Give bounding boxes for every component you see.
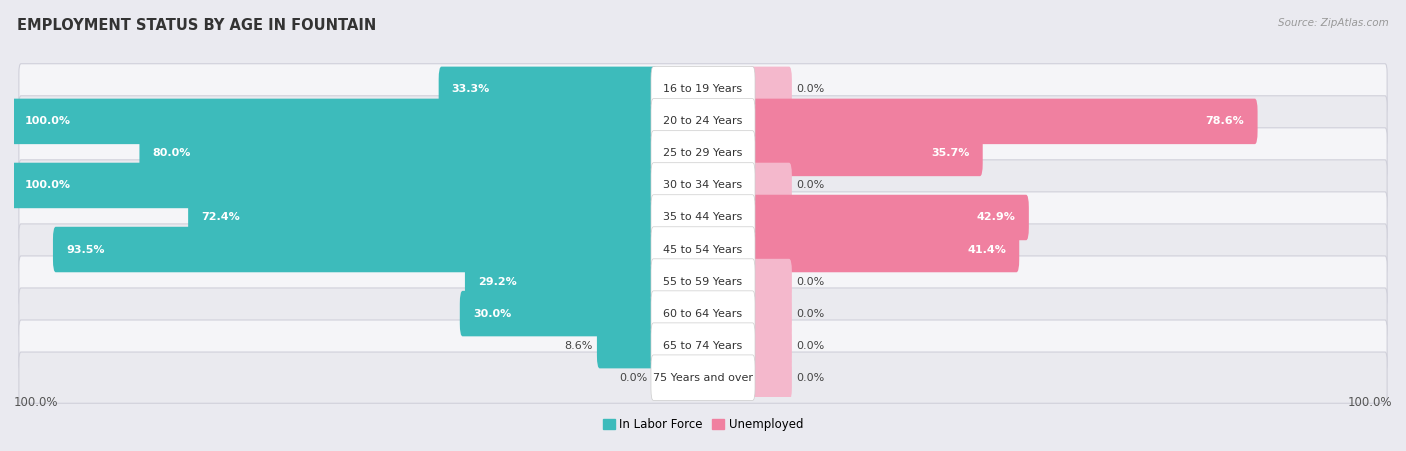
FancyBboxPatch shape: [11, 99, 658, 144]
FancyBboxPatch shape: [651, 67, 755, 112]
Text: 35 to 44 Years: 35 to 44 Years: [664, 212, 742, 222]
FancyBboxPatch shape: [651, 131, 755, 176]
Text: EMPLOYMENT STATUS BY AGE IN FOUNTAIN: EMPLOYMENT STATUS BY AGE IN FOUNTAIN: [17, 18, 377, 33]
FancyBboxPatch shape: [460, 291, 658, 336]
Legend: In Labor Force, Unemployed: In Labor Force, Unemployed: [598, 413, 808, 436]
FancyBboxPatch shape: [188, 195, 658, 240]
Text: 35.7%: 35.7%: [931, 148, 970, 158]
FancyBboxPatch shape: [18, 320, 1388, 371]
FancyBboxPatch shape: [18, 128, 1388, 179]
Text: 0.0%: 0.0%: [796, 341, 824, 350]
FancyBboxPatch shape: [748, 195, 1029, 240]
FancyBboxPatch shape: [139, 131, 658, 176]
FancyBboxPatch shape: [651, 99, 755, 144]
FancyBboxPatch shape: [18, 224, 1388, 275]
Text: 72.4%: 72.4%: [201, 212, 240, 222]
Text: 30 to 34 Years: 30 to 34 Years: [664, 180, 742, 190]
FancyBboxPatch shape: [748, 227, 1019, 272]
Text: 0.0%: 0.0%: [620, 373, 648, 382]
FancyBboxPatch shape: [18, 96, 1388, 147]
Text: 100.0%: 100.0%: [14, 396, 59, 409]
FancyBboxPatch shape: [53, 227, 658, 272]
FancyBboxPatch shape: [18, 64, 1388, 115]
FancyBboxPatch shape: [651, 195, 755, 240]
Text: 55 to 59 Years: 55 to 59 Years: [664, 276, 742, 286]
Text: 30.0%: 30.0%: [472, 308, 512, 318]
Text: 100.0%: 100.0%: [1347, 396, 1392, 409]
FancyBboxPatch shape: [18, 160, 1388, 211]
Text: 41.4%: 41.4%: [967, 244, 1007, 254]
Text: 100.0%: 100.0%: [24, 180, 70, 190]
Text: 60 to 64 Years: 60 to 64 Years: [664, 308, 742, 318]
FancyBboxPatch shape: [18, 192, 1388, 243]
FancyBboxPatch shape: [11, 163, 658, 208]
FancyBboxPatch shape: [651, 355, 755, 400]
FancyBboxPatch shape: [465, 259, 658, 304]
FancyBboxPatch shape: [748, 131, 983, 176]
Text: 16 to 19 Years: 16 to 19 Years: [664, 84, 742, 94]
FancyBboxPatch shape: [651, 291, 755, 336]
FancyBboxPatch shape: [18, 288, 1388, 339]
FancyBboxPatch shape: [18, 352, 1388, 403]
FancyBboxPatch shape: [598, 323, 658, 368]
Text: Source: ZipAtlas.com: Source: ZipAtlas.com: [1278, 18, 1389, 28]
Text: 20 to 24 Years: 20 to 24 Years: [664, 116, 742, 126]
Text: 0.0%: 0.0%: [796, 373, 824, 382]
Text: 29.2%: 29.2%: [478, 276, 517, 286]
Text: 8.6%: 8.6%: [564, 341, 593, 350]
Text: 33.3%: 33.3%: [451, 84, 491, 94]
FancyBboxPatch shape: [439, 67, 658, 112]
FancyBboxPatch shape: [748, 67, 792, 112]
Text: 25 to 29 Years: 25 to 29 Years: [664, 148, 742, 158]
FancyBboxPatch shape: [748, 355, 792, 400]
FancyBboxPatch shape: [748, 99, 1257, 144]
FancyBboxPatch shape: [748, 259, 792, 304]
Text: 0.0%: 0.0%: [796, 84, 824, 94]
Text: 75 Years and over: 75 Years and over: [652, 373, 754, 382]
FancyBboxPatch shape: [651, 227, 755, 272]
Text: 78.6%: 78.6%: [1206, 116, 1244, 126]
FancyBboxPatch shape: [651, 163, 755, 208]
Text: 45 to 54 Years: 45 to 54 Years: [664, 244, 742, 254]
Text: 0.0%: 0.0%: [796, 276, 824, 286]
FancyBboxPatch shape: [18, 256, 1388, 307]
FancyBboxPatch shape: [748, 163, 792, 208]
FancyBboxPatch shape: [748, 291, 792, 336]
FancyBboxPatch shape: [748, 323, 792, 368]
FancyBboxPatch shape: [651, 259, 755, 304]
Text: 80.0%: 80.0%: [152, 148, 191, 158]
Text: 65 to 74 Years: 65 to 74 Years: [664, 341, 742, 350]
Text: 42.9%: 42.9%: [977, 212, 1015, 222]
Text: 93.5%: 93.5%: [66, 244, 104, 254]
Text: 0.0%: 0.0%: [796, 180, 824, 190]
FancyBboxPatch shape: [651, 323, 755, 368]
Text: 0.0%: 0.0%: [796, 308, 824, 318]
Text: 100.0%: 100.0%: [24, 116, 70, 126]
